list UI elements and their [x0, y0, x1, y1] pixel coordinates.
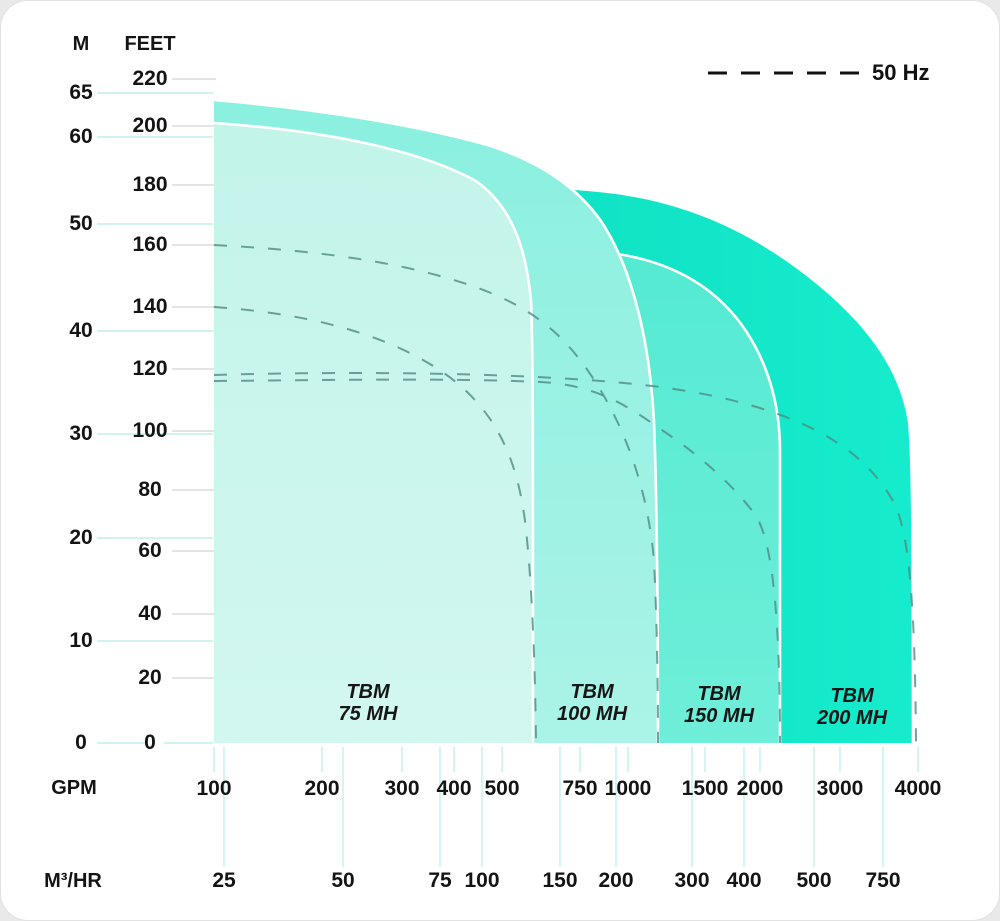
m-tick-label-65: 65 [69, 81, 93, 104]
gpm-tick-label-100: 100 [196, 777, 232, 800]
m3hr-tick-label-200: 200 [598, 869, 634, 892]
m-tick-label-40: 40 [69, 319, 93, 342]
gpm-tick-label-400: 400 [436, 777, 472, 800]
axis-ticks-gpm [213, 747, 919, 772]
envelope-label-line1-75: TBM [346, 681, 390, 703]
gpm-tick-label-1000: 1000 [604, 777, 652, 800]
m-tick-label-20: 20 [69, 526, 93, 549]
axis-ticks-m3hr [223, 747, 884, 867]
m3hr-tick-label-300: 300 [674, 869, 710, 892]
gpm-tick-label-2000: 2000 [736, 777, 784, 800]
gpm-tick-label-300: 300 [384, 777, 420, 800]
gpm-tick-label-4000: 4000 [894, 777, 942, 800]
envelope-label-line2-200: 200 MH [816, 706, 888, 729]
m3hr-tick-label-400: 400 [726, 869, 762, 892]
m3hr-tick-label-750: 750 [865, 869, 901, 892]
envelope-label-line2-100: 100 MH [556, 702, 628, 725]
feet-tick-label-180: 180 [132, 173, 168, 196]
envelope-label-line1-200: TBM [830, 685, 874, 707]
gpm-tick-label-500: 500 [484, 777, 520, 800]
envelope-label-line2-150: 150 MH [683, 704, 755, 727]
gpm-tick-label-200: 200 [304, 777, 340, 800]
feet-tick-label-80: 80 [138, 478, 162, 501]
envelope-label-line1-100: TBM [570, 681, 614, 703]
envelope-label-line1-150: TBM [697, 683, 741, 705]
gridlines-m [97, 92, 213, 744]
gpm-tick-label-1500: 1500 [681, 777, 729, 800]
feet-tick-label-200: 200 [132, 114, 168, 137]
feet-tick-label-20: 20 [138, 666, 162, 689]
envelope-label-150: TBM 150 MH [639, 683, 799, 727]
feet-tick-label-60: 60 [138, 539, 162, 562]
feet-axis-title: FEET [124, 33, 176, 55]
envelope-edge-100 [213, 98, 660, 744]
gpm-tick-label-3000: 3000 [816, 777, 864, 800]
envelope-label-200: TBM 200 MH [772, 685, 932, 729]
feet-tick-label-120: 120 [132, 357, 168, 380]
envelope-label-75: TBM 75 MH [288, 681, 448, 725]
curve-50hz-75 [213, 306, 537, 744]
m-tick-label-10: 10 [69, 629, 93, 652]
legend-label: 50 Hz [872, 60, 930, 85]
m3hr-tick-label-50: 50 [331, 869, 355, 892]
envelope-edge-75 [213, 121, 535, 744]
m-tick-label-30: 30 [69, 422, 93, 445]
m3hr-axis-title: M³/HR [44, 870, 102, 892]
gpm-axis-title: GPM [51, 777, 97, 799]
curve-50hz-200 [213, 372, 917, 744]
m-axis-title: M [72, 33, 90, 55]
feet-tick-label-100: 100 [132, 419, 168, 442]
feet-tick-label-0: 0 [144, 731, 156, 754]
m-tick-label-60: 60 [69, 125, 93, 148]
envelope-label-100: TBM 100 MH [512, 681, 672, 725]
curves-50hz [213, 244, 917, 744]
feet-tick-label-220: 220 [132, 67, 168, 90]
m3hr-tick-label-150: 150 [542, 869, 578, 892]
legend-50hz: 50 Hz [705, 58, 929, 88]
m3hr-tick-label-25: 25 [212, 869, 236, 892]
legend-dash-line-svg [708, 71, 860, 75]
m-tick-label-0: 0 [75, 731, 87, 754]
curve-50hz-100 [213, 244, 659, 744]
m3hr-tick-label-100: 100 [464, 869, 500, 892]
envelope-label-line2-75: 75 MH [338, 702, 398, 725]
feet-tick-label-140: 140 [132, 295, 168, 318]
gpm-tick-label-750: 750 [562, 777, 598, 800]
m3hr-tick-label-500: 500 [796, 869, 832, 892]
m3hr-tick-label-75: 75 [428, 869, 452, 892]
envelope-shapes [213, 98, 915, 744]
gridlines-feet [164, 78, 216, 744]
feet-tick-label-40: 40 [138, 602, 162, 625]
m-tick-label-50: 50 [69, 212, 93, 235]
envelope-fill-75 [214, 123, 533, 743]
feet-tick-label-160: 160 [132, 233, 168, 256]
